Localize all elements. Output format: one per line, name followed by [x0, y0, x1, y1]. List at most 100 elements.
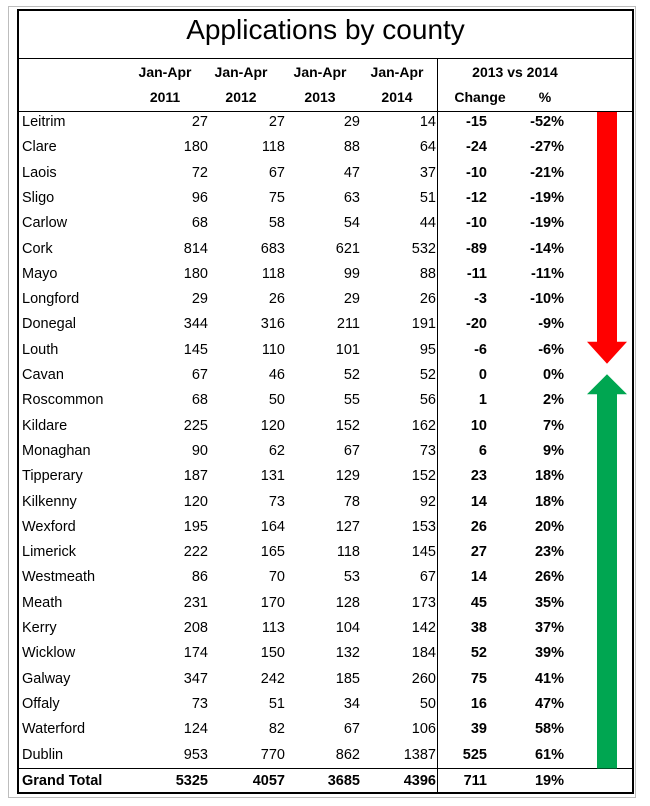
y2012-cell: 120 — [260, 417, 285, 434]
y2013-cell: 621 — [335, 240, 360, 257]
pct-cell: 37% — [534, 620, 564, 636]
change-cell: -15 — [466, 114, 487, 130]
y2014-cell: 56 — [419, 392, 436, 409]
y2012-cell: 110 — [261, 341, 285, 358]
y2014-cell: 173 — [411, 594, 436, 611]
county-cell: Galway — [22, 670, 71, 687]
y2013-cell: 118 — [336, 544, 360, 561]
pct-cell: 41% — [534, 670, 564, 687]
y2014-cell: 1387 — [403, 746, 436, 763]
y2012-cell: 82 — [268, 721, 285, 738]
y2011-cell: 29 — [191, 291, 208, 308]
pct-cell: -11% — [530, 265, 564, 282]
pct-cell: 26% — [534, 569, 564, 586]
y2014-cell: 95 — [419, 341, 436, 358]
pct-cell: -27% — [530, 139, 564, 156]
change-cell: -10 — [466, 215, 487, 232]
change-cell: -12 — [466, 189, 487, 206]
change-cell: -89 — [466, 240, 487, 257]
y2013-cell: 128 — [335, 594, 360, 611]
col-header-year-2013: 2013 — [304, 89, 336, 105]
y2014-cell: 52 — [419, 367, 436, 383]
y2014-cell: 37 — [419, 164, 436, 181]
y2011-cell: 90 — [191, 442, 208, 459]
y2012-cell: 242 — [260, 670, 285, 687]
county-cell: Longford — [22, 291, 80, 308]
y2012-cell: 62 — [268, 442, 285, 459]
y2012-cell: 165 — [260, 544, 285, 561]
y2014-cell: 51 — [419, 189, 436, 206]
total-pct-cell: 19% — [534, 773, 564, 789]
y2012-cell: 73 — [268, 493, 285, 510]
pct-cell: 20% — [534, 518, 564, 535]
county-cell: Westmeath — [22, 569, 96, 586]
y2013-cell: 129 — [335, 468, 360, 485]
y2013-cell: 104 — [335, 620, 360, 636]
y2011-cell: 180 — [183, 265, 208, 282]
county-cell: Limerick — [22, 544, 76, 561]
y2014-cell: 88 — [419, 265, 436, 282]
y2011-cell: 145 — [183, 341, 208, 358]
change-cell: 52 — [470, 645, 487, 662]
county-cell: Wicklow — [22, 645, 76, 662]
change-cell: 1 — [478, 392, 487, 409]
change-cell: -20 — [466, 316, 487, 333]
y2011-cell: 86 — [191, 569, 208, 586]
pct-cell: -9% — [538, 316, 564, 333]
county-cell: Roscommon — [22, 392, 104, 409]
y2012-cell: 50 — [268, 392, 285, 409]
y2011-cell: 225 — [183, 417, 208, 434]
change-cell: -11 — [466, 265, 487, 282]
pct-cell: 61% — [534, 746, 564, 763]
county-cell: Monaghan — [22, 442, 91, 459]
county-cell: Cavan — [22, 367, 64, 383]
y2011-cell: 222 — [183, 544, 208, 561]
change-cell: -10 — [466, 164, 487, 181]
total-label-cell: Grand Total — [22, 773, 103, 789]
y2011-cell: 73 — [191, 695, 208, 712]
y2013-cell: 78 — [343, 493, 360, 510]
pct-cell: 39% — [534, 645, 564, 662]
total-y2011-cell: 5325 — [175, 773, 208, 789]
y2014-cell: 67 — [419, 569, 436, 586]
down-arrow-red — [587, 112, 627, 364]
change-cell: -3 — [474, 291, 487, 308]
change-cell: 23 — [470, 468, 487, 485]
y2012-cell: 75 — [268, 189, 285, 206]
county-cell: Kildare — [22, 417, 68, 434]
y2014-cell: 191 — [411, 316, 436, 333]
y2013-cell: 29 — [343, 291, 360, 308]
change-cell: -6 — [474, 341, 487, 358]
pct-cell: -14% — [530, 240, 564, 257]
y2011-cell: 174 — [183, 645, 208, 662]
chart-title: Applications by county — [186, 14, 465, 45]
y2013-cell: 55 — [343, 392, 360, 409]
y2014-cell: 44 — [419, 215, 436, 232]
county-cell: Carlow — [22, 215, 68, 232]
change-cell: 14 — [470, 569, 487, 586]
y2013-cell: 862 — [335, 746, 360, 763]
y2013-cell: 132 — [335, 645, 360, 662]
y2011-cell: 96 — [191, 189, 208, 206]
county-cell: Laois — [22, 164, 57, 181]
y2012-cell: 67 — [268, 164, 285, 181]
col-header-top-1: Jan-Apr — [138, 64, 192, 80]
county-cell: Sligo — [22, 189, 55, 206]
county-cell: Donegal — [22, 316, 77, 333]
y2013-cell: 67 — [343, 442, 360, 459]
y2012-cell: 46 — [268, 367, 285, 383]
y2012-cell: 26 — [268, 291, 285, 308]
y2014-cell: 106 — [411, 721, 436, 738]
y2012-cell: 683 — [260, 240, 285, 257]
y2014-cell: 153 — [411, 518, 436, 535]
change-cell: 10 — [470, 417, 487, 434]
y2011-cell: 953 — [183, 746, 208, 763]
change-cell: 45 — [470, 594, 487, 611]
y2014-cell: 50 — [419, 695, 436, 712]
y2013-cell: 152 — [335, 417, 360, 434]
table-border — [17, 9, 634, 794]
pct-cell: 7% — [543, 417, 564, 434]
y2011-cell: 124 — [183, 721, 208, 738]
y2014-cell: 162 — [411, 417, 436, 434]
